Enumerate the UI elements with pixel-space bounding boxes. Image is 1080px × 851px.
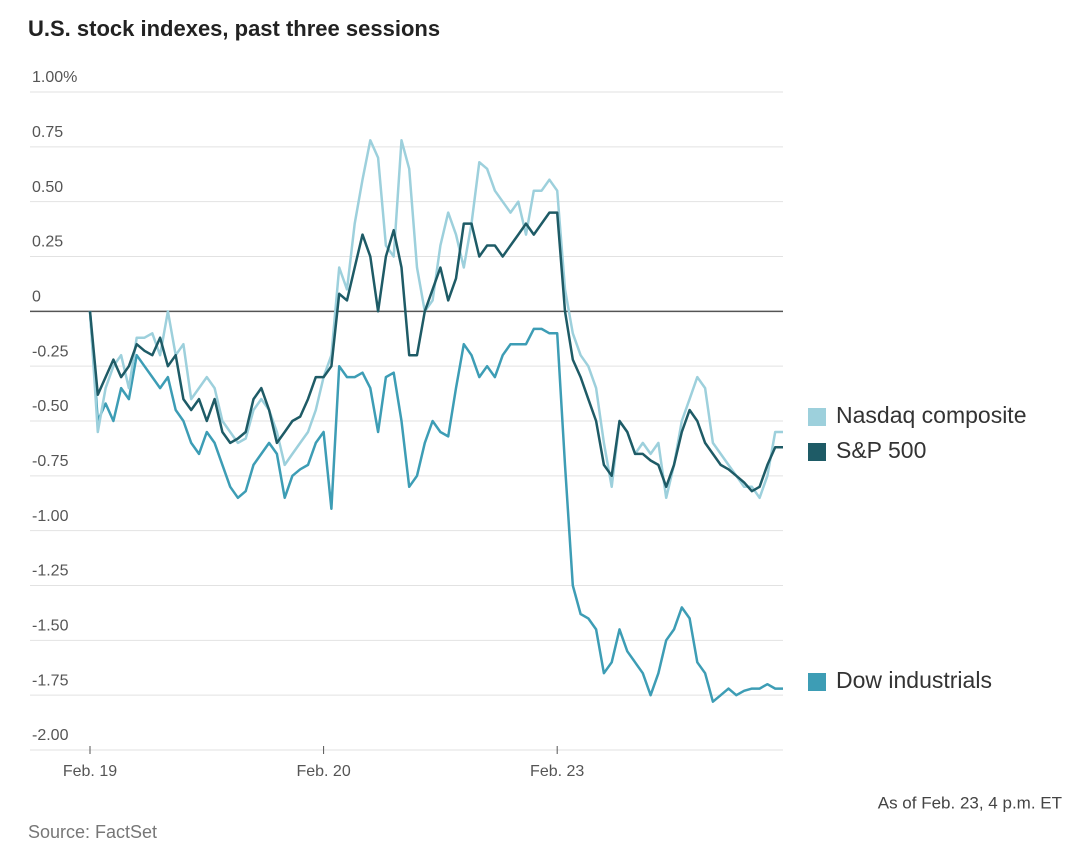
y-tick-label: -1.25 <box>32 563 69 580</box>
legend-swatch <box>808 443 826 461</box>
y-tick-label: -0.25 <box>32 343 69 360</box>
line <box>88 139 783 500</box>
chart-title: U.S. stock indexes, past three sessions <box>28 16 440 41</box>
y-tick-label: -0.50 <box>32 398 69 415</box>
legend-swatch <box>808 408 826 426</box>
legend-label: Dow industrials <box>836 667 992 693</box>
y-tick-label: 0 <box>32 289 41 306</box>
legend-swatch <box>808 673 826 691</box>
y-tick-label: -2.00 <box>32 727 69 744</box>
y-tick-label: 1.00% <box>32 69 77 86</box>
y-tick-label: -1.50 <box>32 618 69 635</box>
x-tick-label: Feb. 20 <box>296 763 350 780</box>
note: As of Feb. 23, 4 p.m. ET <box>878 793 1062 812</box>
y-tick-label: -0.75 <box>32 453 69 470</box>
y-tick-label: 0.75 <box>32 124 63 141</box>
y-tick-label: -1.75 <box>32 672 69 689</box>
y-tick-label: -1.00 <box>32 508 69 525</box>
x-tick-label: Feb. 23 <box>530 763 584 780</box>
line <box>88 311 783 703</box>
line <box>88 211 783 493</box>
y-tick-label: 0.50 <box>32 179 63 196</box>
y-tick-label: 0.25 <box>32 234 63 251</box>
legend-label: Nasdaq composite <box>836 402 1027 428</box>
legend-label: S&P 500 <box>836 437 926 463</box>
x-tick-label: Feb. 19 <box>63 763 117 780</box>
source: Source: FactSet <box>28 822 157 842</box>
